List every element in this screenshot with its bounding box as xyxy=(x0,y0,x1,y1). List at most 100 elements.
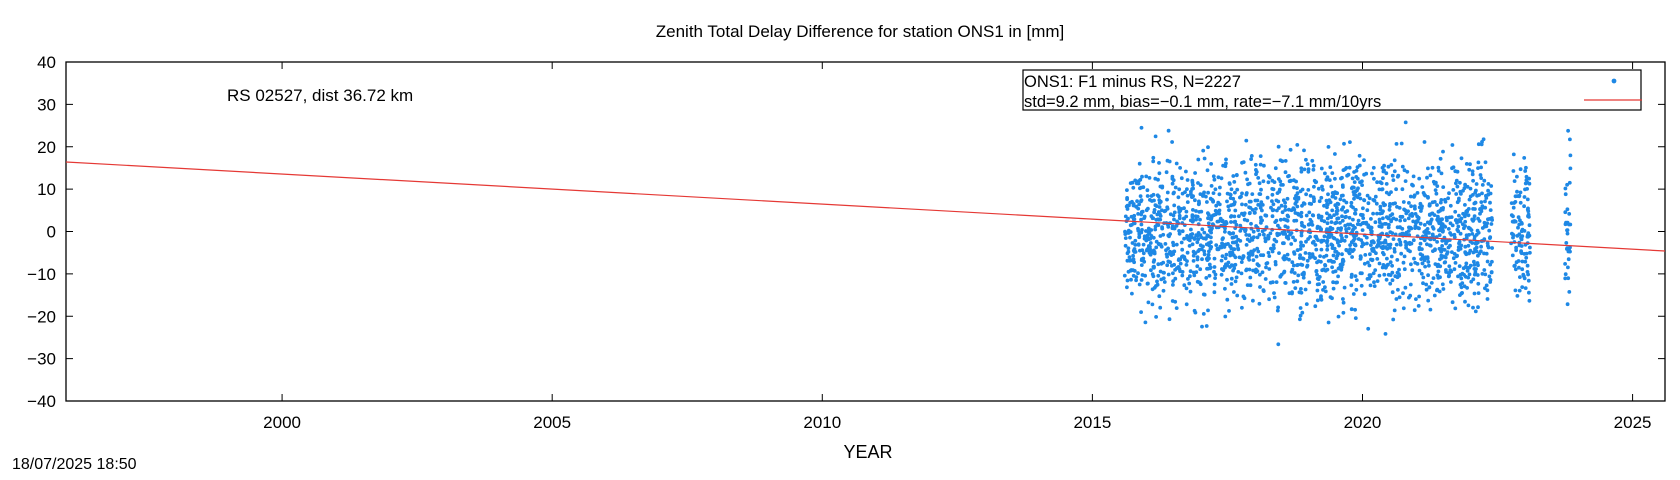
data-point xyxy=(1241,160,1246,165)
data-point xyxy=(1473,207,1477,211)
data-point xyxy=(1139,210,1144,214)
data-point xyxy=(1568,166,1573,171)
data-point xyxy=(1482,220,1487,225)
data-point xyxy=(1185,193,1190,198)
data-point xyxy=(1299,262,1303,267)
data-point xyxy=(1421,275,1426,280)
data-point xyxy=(1468,226,1472,231)
data-point xyxy=(1430,225,1435,229)
data-point xyxy=(1566,276,1571,281)
data-point xyxy=(1439,253,1444,258)
data-point xyxy=(1376,238,1381,243)
data-point xyxy=(1448,243,1452,248)
data-point xyxy=(1515,189,1519,194)
data-point xyxy=(1143,320,1148,325)
data-point xyxy=(1398,232,1402,237)
data-point xyxy=(1453,306,1458,311)
data-point xyxy=(1228,251,1233,256)
data-point xyxy=(1138,177,1143,182)
data-point xyxy=(1524,255,1529,260)
data-point xyxy=(1180,247,1185,252)
data-point xyxy=(1160,208,1164,213)
data-point xyxy=(1390,290,1395,295)
data-point xyxy=(1173,299,1178,304)
data-point xyxy=(1126,246,1131,251)
data-point xyxy=(1239,271,1244,276)
data-point xyxy=(1350,229,1355,234)
data-point xyxy=(1330,208,1335,213)
data-point xyxy=(1372,176,1376,181)
data-point xyxy=(1298,313,1303,318)
data-point xyxy=(1393,274,1398,279)
data-point xyxy=(1159,261,1164,266)
data-point xyxy=(1340,207,1344,212)
data-point xyxy=(1256,203,1261,207)
data-point xyxy=(1455,169,1460,174)
data-point xyxy=(1168,249,1172,254)
data-point xyxy=(1305,258,1310,263)
data-point xyxy=(1219,258,1224,263)
data-point xyxy=(1428,173,1433,178)
data-point xyxy=(1524,174,1529,179)
data-point xyxy=(1182,283,1187,288)
data-point xyxy=(1402,207,1406,212)
data-point xyxy=(1177,229,1181,233)
data-point xyxy=(1191,208,1195,212)
data-point xyxy=(1292,271,1297,275)
data-point xyxy=(1156,273,1161,278)
data-point xyxy=(1307,201,1312,206)
data-point xyxy=(1225,277,1229,282)
data-point xyxy=(1378,204,1383,209)
y-tick-label: 30 xyxy=(37,95,56,114)
data-point xyxy=(1324,253,1329,258)
data-point xyxy=(1174,242,1179,247)
data-point xyxy=(1397,267,1401,272)
data-point xyxy=(1418,252,1423,256)
data-point xyxy=(1251,229,1256,234)
data-point xyxy=(1151,159,1156,164)
data-point xyxy=(1145,281,1150,286)
data-point xyxy=(1314,247,1319,252)
data-point xyxy=(1225,199,1229,204)
data-point xyxy=(1314,269,1319,274)
data-point xyxy=(1465,208,1470,213)
data-point xyxy=(1369,239,1374,244)
data-point xyxy=(1568,245,1572,250)
data-point xyxy=(1429,281,1434,285)
data-point xyxy=(1131,185,1136,190)
data-point xyxy=(1410,268,1415,273)
data-point xyxy=(1292,252,1297,256)
data-point xyxy=(1300,310,1305,315)
data-point xyxy=(1212,177,1217,182)
data-point xyxy=(1220,254,1225,258)
data-point xyxy=(1488,208,1493,213)
data-point xyxy=(1407,295,1411,300)
data-point xyxy=(1257,232,1262,237)
data-point xyxy=(1278,217,1283,222)
data-point xyxy=(1446,271,1451,275)
data-point xyxy=(1352,196,1356,201)
data-point xyxy=(1335,191,1339,196)
data-point xyxy=(1232,202,1237,206)
data-point xyxy=(1304,157,1308,162)
data-point xyxy=(1300,203,1304,208)
x-tick-label: 2000 xyxy=(263,413,301,432)
data-point xyxy=(1233,190,1237,195)
data-point xyxy=(1235,243,1240,248)
data-point xyxy=(1125,188,1129,193)
data-point xyxy=(1201,236,1206,241)
data-point xyxy=(1372,198,1377,203)
data-point xyxy=(1326,233,1331,238)
data-point xyxy=(1447,264,1452,269)
data-point xyxy=(1220,237,1225,242)
data-point xyxy=(1447,191,1451,196)
data-point xyxy=(1407,233,1412,237)
data-point xyxy=(1455,184,1460,189)
data-point xyxy=(1326,145,1331,149)
data-point xyxy=(1354,287,1359,292)
data-point xyxy=(1276,223,1280,228)
data-point xyxy=(1566,128,1570,133)
data-point xyxy=(1403,120,1408,125)
data-point xyxy=(1258,162,1263,167)
data-point xyxy=(1263,213,1268,218)
